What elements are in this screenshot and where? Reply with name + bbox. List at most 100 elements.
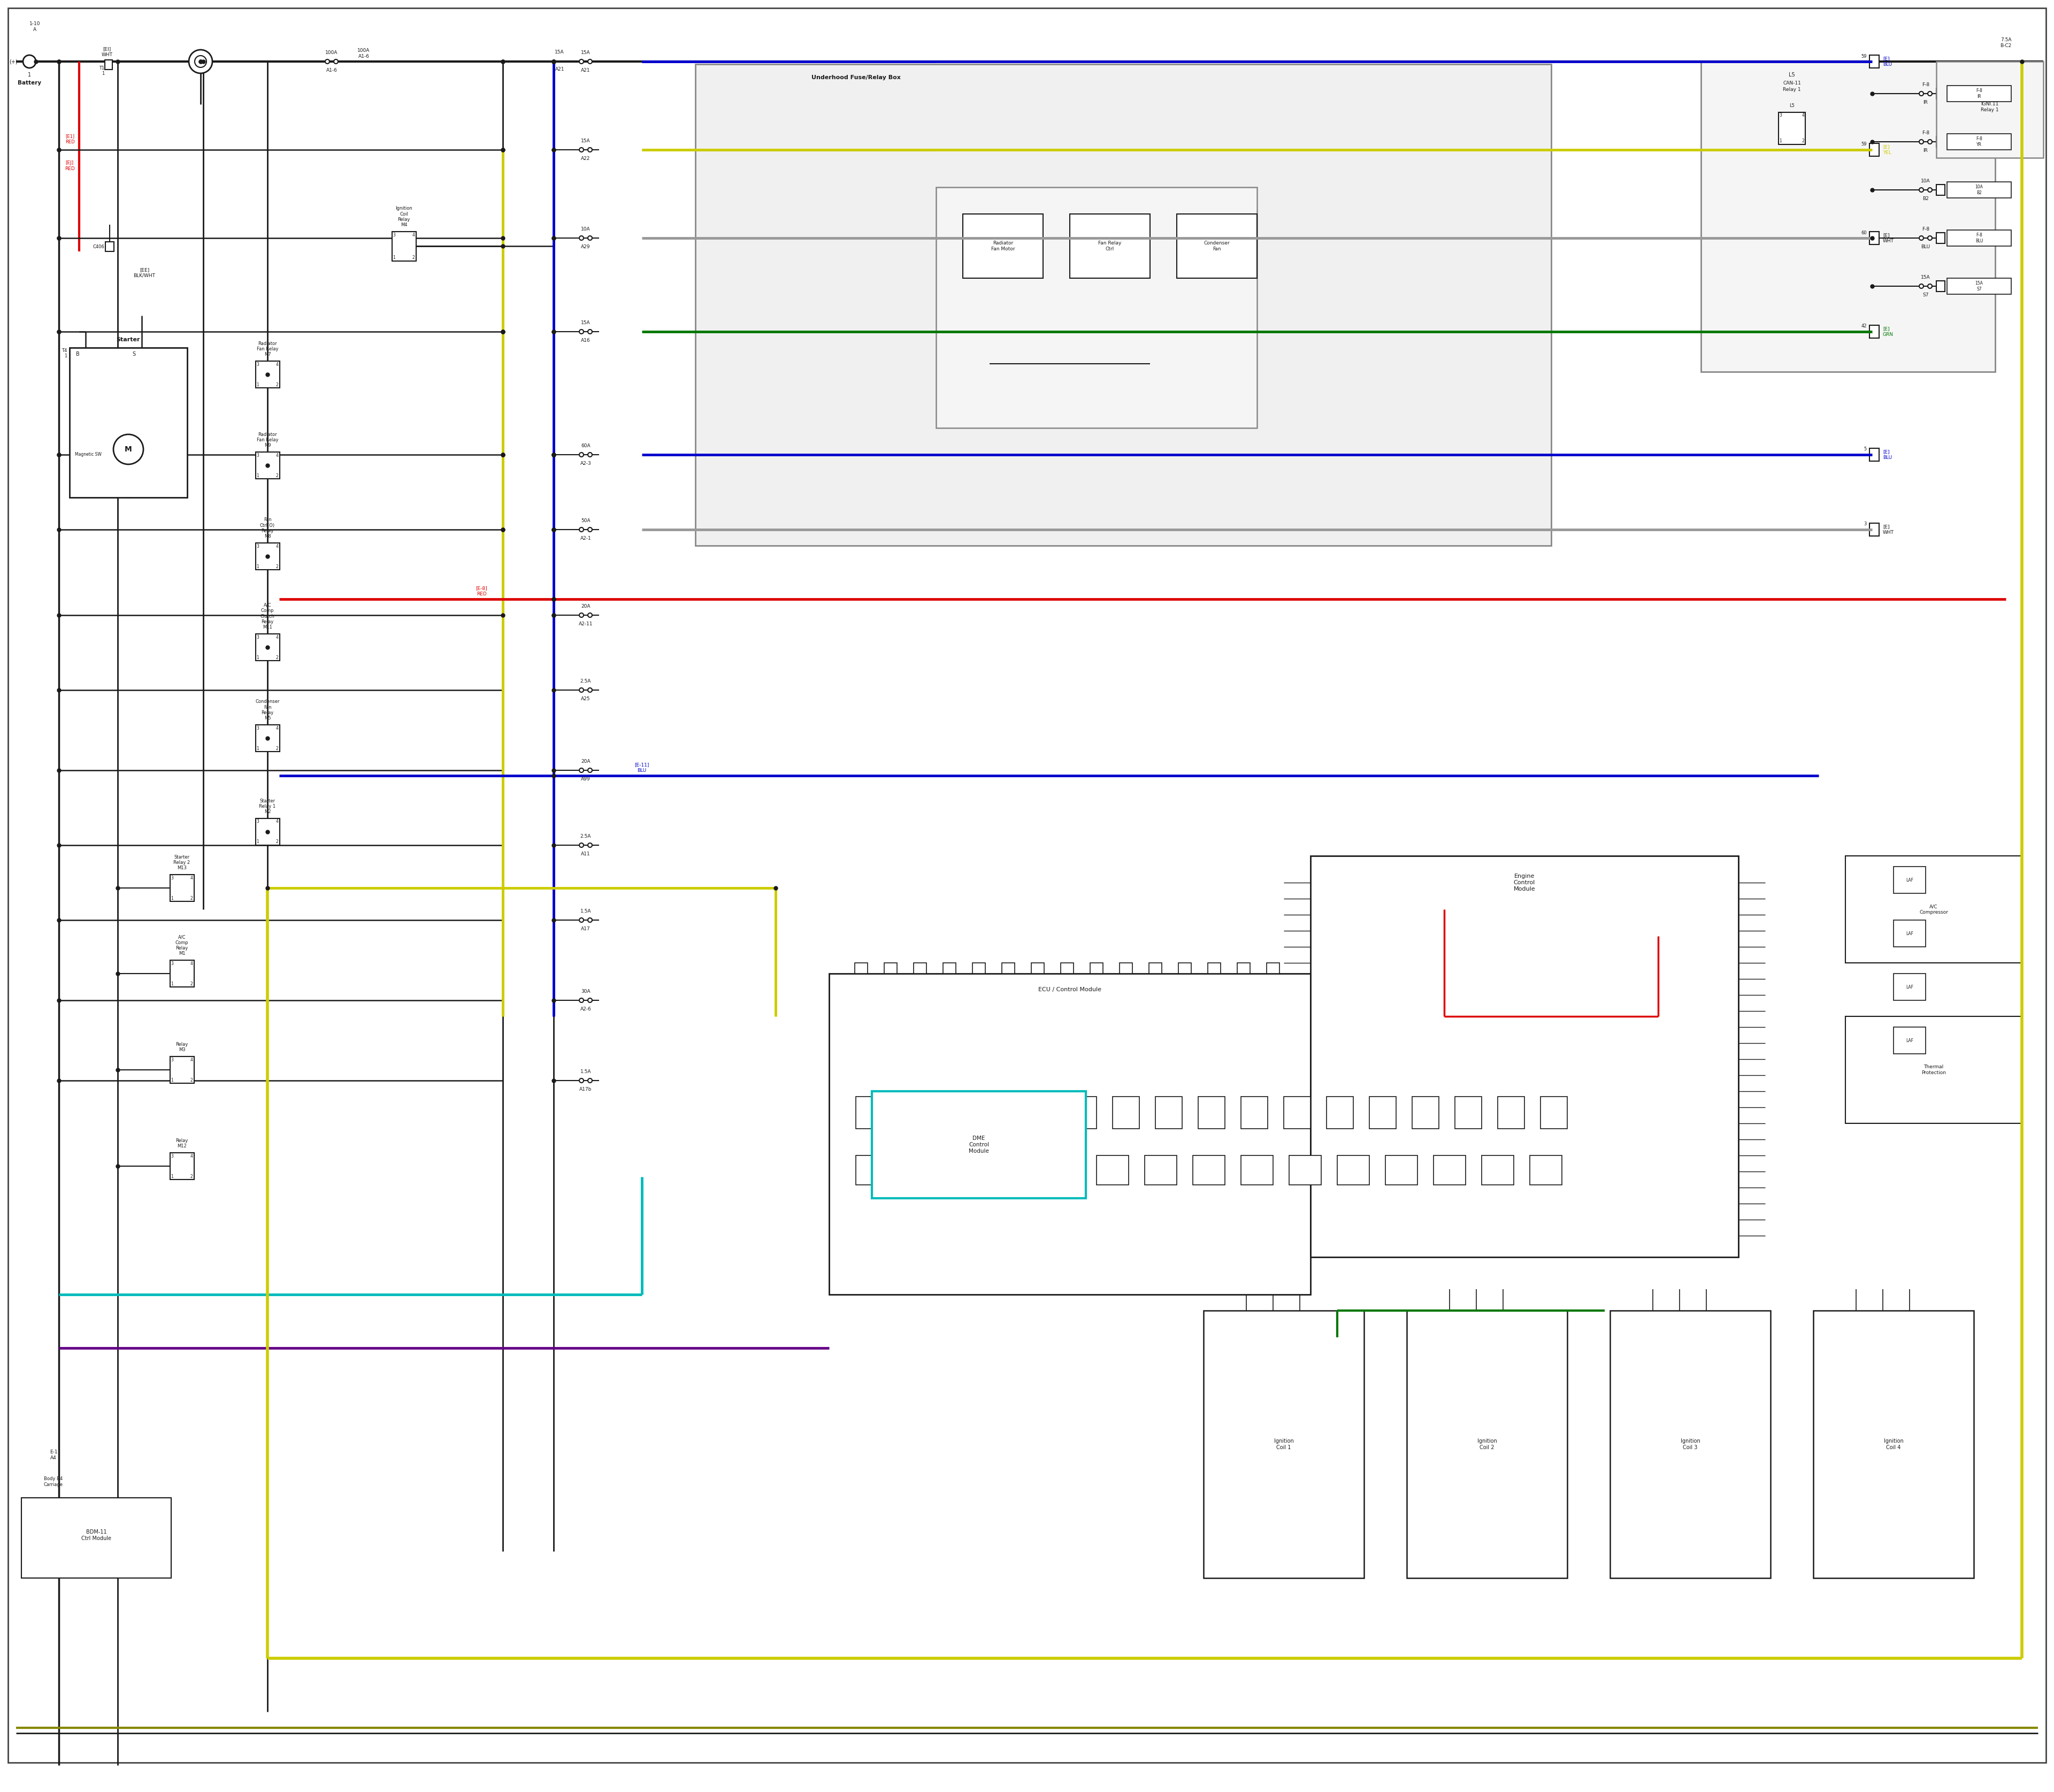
Text: A17: A17 [581,926,589,932]
Text: 2: 2 [413,254,415,260]
Text: Starter: Starter [117,337,140,342]
Text: M11: M11 [263,625,273,629]
Bar [1937,185,1945,195]
Text: 20A: 20A [581,604,589,609]
Bar [854,962,867,973]
Bar [1947,86,2011,102]
Text: Magnetic SW: Magnetic SW [74,452,101,457]
Bar [1241,1156,1273,1185]
Circle shape [1929,237,1933,240]
Text: 3: 3 [257,543,259,548]
Text: [E]
BLU: [E] BLU [1884,450,1892,461]
Bar [1947,278,2011,294]
Bar [904,1156,937,1185]
Text: 1: 1 [257,745,259,751]
Bar [1237,962,1251,973]
Bar [1869,523,1879,536]
Text: Radiator
Fan Relay: Radiator Fan Relay [257,340,277,351]
Text: 2: 2 [275,656,279,659]
Text: Engine
Control
Module: Engine Control Module [1514,874,1534,891]
Bar [1894,919,1927,946]
Bar [1070,1097,1097,1129]
Text: 4: 4 [191,876,193,880]
Text: 3: 3 [170,1057,173,1063]
Text: M12: M12 [177,1143,187,1149]
Bar [255,724,279,751]
Circle shape [579,613,583,616]
Bar [871,1091,1087,1199]
Circle shape [587,1079,592,1082]
Text: 1: 1 [170,896,173,901]
Bar [937,186,1257,428]
Bar [1497,1097,1524,1129]
Text: A2-1: A2-1 [579,536,592,541]
Text: CAN-11: CAN-11 [1783,81,1801,86]
Text: Condenser
Fan: Condenser Fan [1204,240,1230,251]
Text: 4: 4 [275,726,279,731]
Text: Ignition
Coil 2: Ignition Coil 2 [1477,1439,1497,1450]
Text: F-8: F-8 [1923,82,1929,88]
Text: 15A: 15A [581,321,589,324]
Circle shape [1918,285,1923,289]
Text: A11: A11 [581,851,589,857]
Text: 15A: 15A [581,138,589,143]
Circle shape [1918,237,1923,240]
Text: 1: 1 [170,1077,173,1082]
Text: 2: 2 [275,564,279,568]
Text: M3: M3 [179,1047,185,1052]
Text: Relay 1: Relay 1 [1783,88,1801,91]
Bar [170,1152,195,1179]
Bar [105,59,113,70]
Circle shape [1918,91,1923,95]
Circle shape [579,842,583,848]
Text: 4: 4 [191,1057,193,1063]
Circle shape [587,842,592,848]
Text: 3: 3 [1779,113,1783,118]
Text: Ignition
Coil 4: Ignition Coil 4 [1884,1439,1904,1450]
Text: M5: M5 [265,715,271,720]
Text: Underhood Fuse/Relay Box: Underhood Fuse/Relay Box [811,75,900,81]
Text: Condenser
Fan
Relay: Condenser Fan Relay [255,699,279,715]
Text: BDM-11
Ctrl Module: BDM-11 Ctrl Module [82,1529,111,1541]
Text: 4: 4 [1801,113,1803,118]
Text: A16: A16 [581,339,589,342]
Text: Fan
Ctrl(O)
Relay: Fan Ctrl(O) Relay [261,518,275,534]
Text: LAF: LAF [1906,1038,1914,1043]
Text: LAF: LAF [1906,984,1914,989]
Text: F-8
BLU: F-8 BLU [1976,233,1982,244]
Bar [1179,962,1191,973]
Circle shape [579,1079,583,1082]
Bar [1937,61,2044,158]
Circle shape [579,59,583,65]
Text: Relay: Relay [177,1041,189,1047]
Bar [255,360,279,387]
Bar [1894,973,1927,1000]
Bar [1869,143,1879,156]
Bar [1947,229,2011,246]
Text: E-1
A4: E-1 A4 [49,1450,58,1460]
Text: B2: B2 [1923,197,1929,201]
Text: 15A: 15A [1920,274,1931,280]
Text: 59: 59 [1861,142,1867,147]
Bar [1000,1156,1033,1185]
Bar [1197,1097,1224,1129]
Bar [1070,213,1150,278]
Bar [1144,1156,1177,1185]
Bar [1869,448,1879,461]
Bar [1091,962,1103,973]
Text: 1: 1 [101,72,105,75]
Text: 3: 3 [257,362,259,367]
Text: 20A: 20A [581,760,589,763]
Text: 2: 2 [275,382,279,387]
Text: A/C
Comp
Clutch
Relay: A/C Comp Clutch Relay [261,602,275,624]
Text: A29: A29 [581,244,589,249]
Text: 2: 2 [275,840,279,844]
Circle shape [1918,140,1923,143]
Circle shape [195,56,207,68]
Bar [1540,1097,1567,1129]
Bar [1193,1156,1224,1185]
Text: 10A
B2: 10A B2 [1976,185,1982,195]
Bar [1937,233,1945,244]
Bar [1937,88,1945,99]
Bar [963,213,1043,278]
